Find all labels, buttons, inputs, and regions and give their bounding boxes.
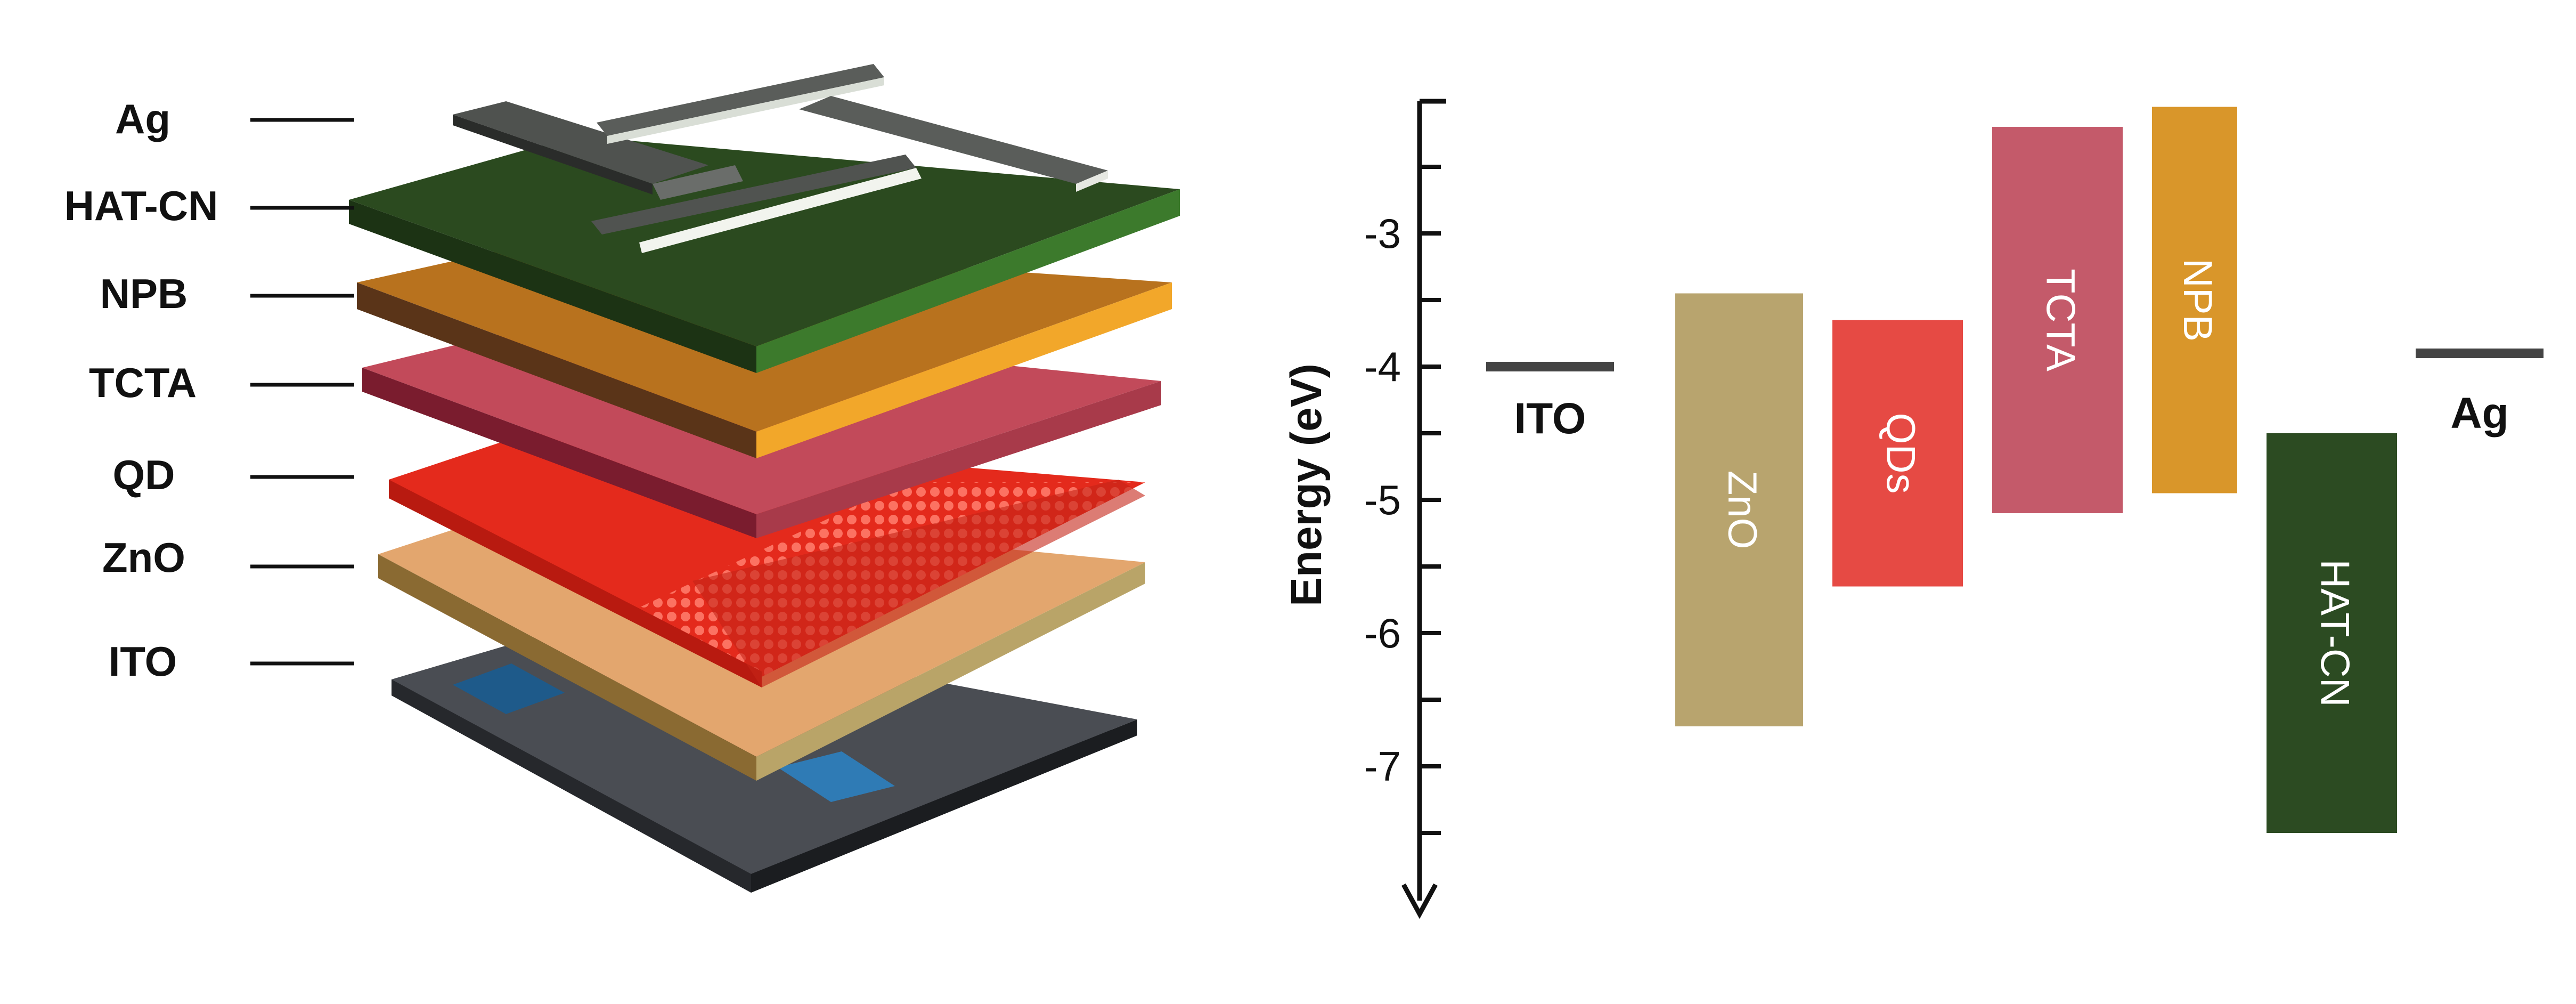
ag-level-label: Ag <box>2450 389 2508 438</box>
y-tick-label: -6 <box>1364 610 1401 657</box>
qds-band-label: QDs <box>1878 413 1923 494</box>
layer-label-text: TCTA <box>89 359 197 406</box>
ito-electrode-pad <box>778 751 895 802</box>
layer-label-text: HAT-CN <box>64 182 218 229</box>
layer-label-ito: ITO <box>109 638 354 685</box>
y-tick-label: -4 <box>1364 343 1401 390</box>
npb-band-label: NPB <box>2175 258 2220 342</box>
minor-ticks <box>1420 165 1441 835</box>
npb-band-rect <box>2152 107 2237 493</box>
ag-electrodes <box>453 64 1108 253</box>
band-qds: QDs <box>1832 320 1963 587</box>
tcta-band-label: TCTA <box>2037 269 2083 371</box>
layer-label-text: NPB <box>100 270 188 317</box>
band-zno: ZnO <box>1675 293 1803 726</box>
layer-label-text: ZnO <box>102 534 185 581</box>
layer-labels: Ag HAT-CN NPB TCTA QD ZnO ITO <box>64 95 354 685</box>
device-stack-illustration <box>349 64 1180 893</box>
ito-level: ITO <box>1486 362 1614 443</box>
y-tick-label: -5 <box>1364 476 1401 523</box>
energy-axis: -3 -4 -5 -6 -7 Energy (eV) <box>1282 99 1446 919</box>
axis-arrow-icon <box>1401 883 1438 919</box>
y-tick-labels: -3 -4 -5 -6 -7 <box>1364 210 1401 790</box>
layer-label-tcta: TCTA <box>89 359 354 406</box>
energy-level-diagram: -3 -4 -5 -6 -7 Energy (eV) ITO Ag ZnO QD… <box>1282 99 2544 919</box>
layer-label-ag: Ag <box>115 95 354 142</box>
zno-band-label: ZnO <box>1719 471 1765 549</box>
y-axis-title: Energy (eV) <box>1282 363 1331 606</box>
hatcn-layer <box>349 136 1180 373</box>
band-hatcn: HAT-CN <box>2267 433 2397 833</box>
layer-label-qd: QD <box>113 451 354 498</box>
ag-level: Ag <box>2416 349 2544 438</box>
ito-level-label: ITO <box>1514 394 1586 443</box>
layer-label-npb: NPB <box>100 270 354 317</box>
layer-label-text: Ag <box>115 95 170 142</box>
hatcn-band-rect <box>2267 433 2397 833</box>
layer-label-zno: ZnO <box>102 534 354 581</box>
tcta-band-rect <box>1992 127 2123 513</box>
layer-label-text: QD <box>113 451 175 498</box>
qd-layer <box>389 432 1145 687</box>
hatcn-band-label: HAT-CN <box>2312 559 2357 707</box>
ito-electrode-pad <box>453 663 565 714</box>
y-tick-label: -3 <box>1364 210 1401 257</box>
qds-band-rect <box>1832 320 1963 587</box>
layer-label-hatcn: HAT-CN <box>64 182 354 229</box>
y-tick-label: -7 <box>1364 743 1401 790</box>
band-tcta: TCTA <box>1992 127 2123 513</box>
band-npb: NPB <box>2152 107 2237 493</box>
zno-band-rect <box>1675 293 1803 726</box>
layer-label-text: ITO <box>109 638 177 685</box>
